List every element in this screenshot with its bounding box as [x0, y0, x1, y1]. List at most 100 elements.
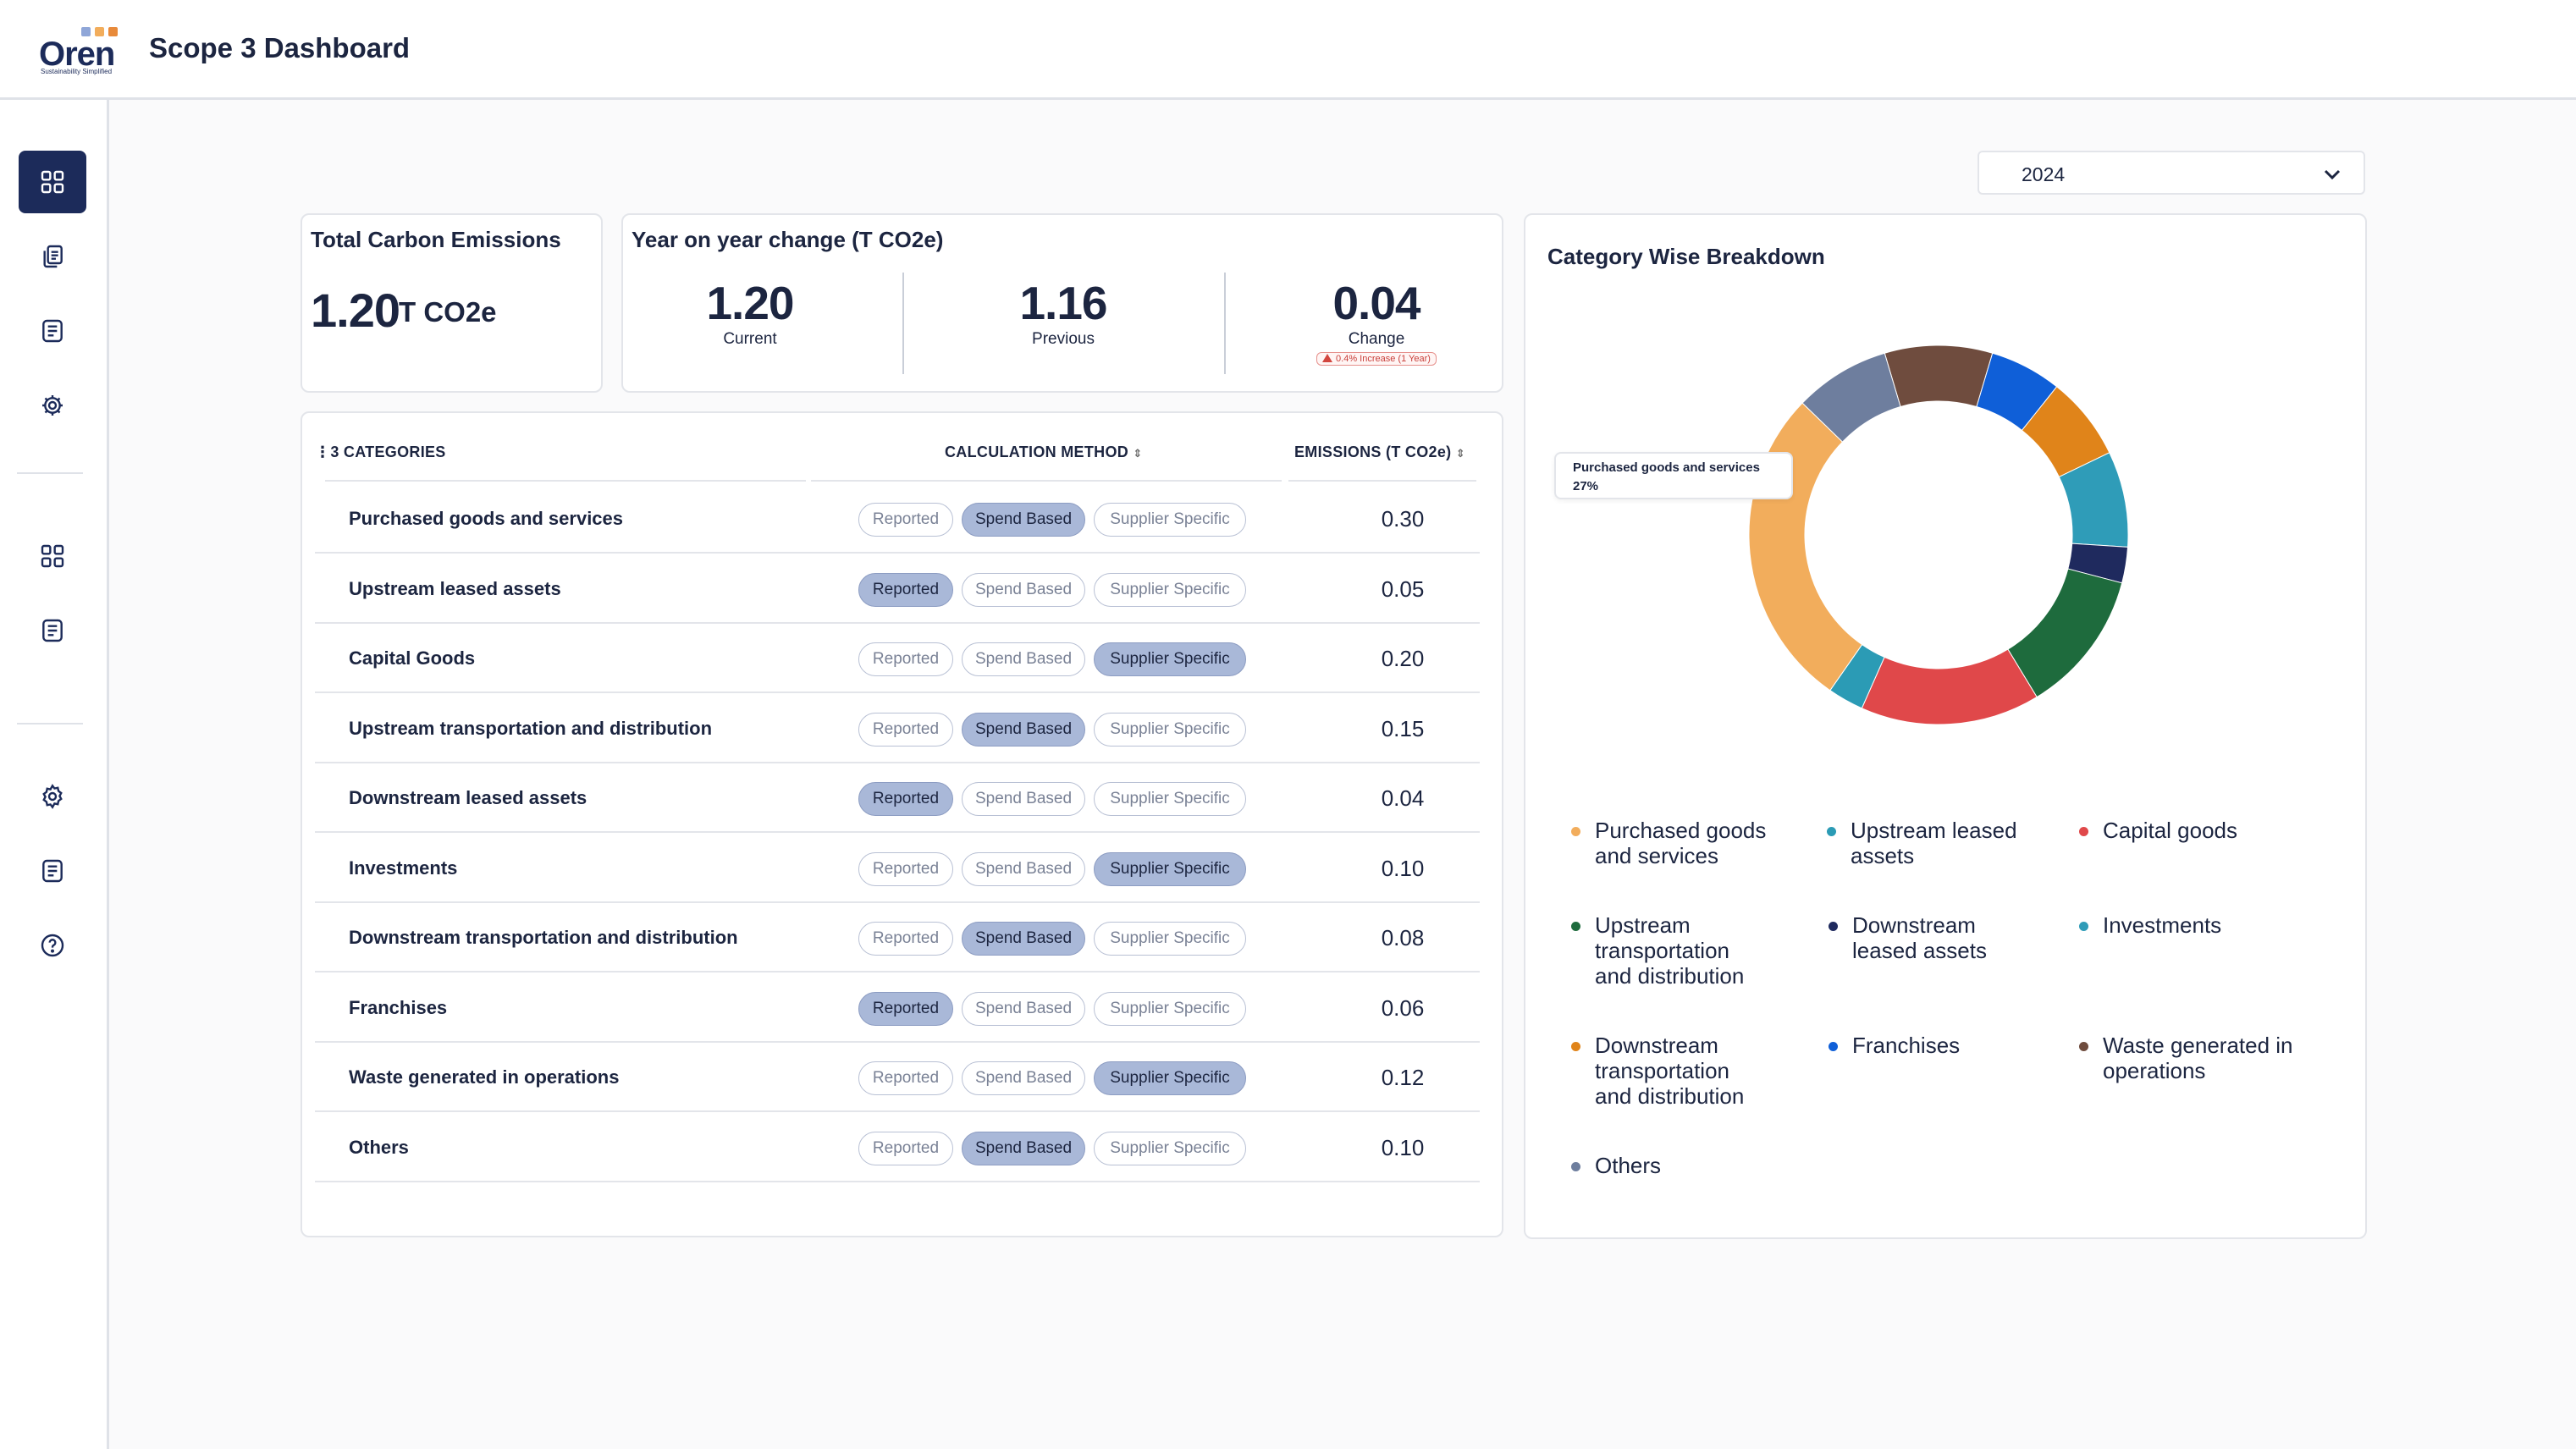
yoy-divider	[902, 273, 904, 374]
donut-slice-waste-generated-in-operations[interactable]	[1884, 344, 1994, 408]
method-pill-supplier-specific[interactable]: Supplier Specific	[1094, 503, 1246, 537]
col-header-emissions[interactable]: EMISSIONS (T CO2e) ⇕	[1294, 444, 1465, 461]
dashboard-grid-icon	[41, 170, 64, 194]
header-underline	[325, 480, 806, 482]
legend-dot	[2079, 1042, 2088, 1051]
brain-gear-icon	[42, 395, 63, 416]
tooltip-label: Purchased goods and services	[1573, 460, 1760, 475]
emissions-value: 0.15	[1381, 715, 1425, 741]
method-pill-spend-based[interactable]: Spend Based	[962, 851, 1085, 886]
logo-dots	[81, 25, 122, 41]
table-row[interactable]: Purchased goods and services Reported Spen…	[315, 484, 1480, 554]
method-pill-reported[interactable]: Reported	[858, 851, 953, 886]
nav-dashboard[interactable]	[19, 151, 86, 213]
donut-slice-others[interactable]	[1801, 352, 1901, 443]
report-list-icon	[42, 859, 63, 883]
yoy-divider	[1224, 273, 1226, 374]
table-row[interactable]: Franchises Reported Spend Based Supplier Sp…	[315, 973, 1480, 1043]
sidebar-divider	[17, 472, 83, 474]
method-pill-spend-based[interactable]: Spend Based	[962, 712, 1085, 747]
year-dropdown[interactable]: 2024	[1978, 151, 2365, 195]
method-pill-reported[interactable]: Reported	[858, 1061, 953, 1095]
yoy-change-card: Year on year change (T CO2e) 1.20 Curren…	[621, 213, 1503, 393]
chart-tooltip: Purchased goods and services 27%	[1554, 452, 1793, 499]
table-row[interactable]: Waste generated in operations Reported Spe…	[315, 1043, 1480, 1112]
method-pill-supplier-specific[interactable]: Supplier Specific	[1094, 922, 1246, 956]
table-row[interactable]: Downstream leased assets Reported Spend Ba…	[315, 763, 1480, 833]
method-pill-spend-based[interactable]: Spend Based	[962, 782, 1085, 816]
method-pill-supplier-specific[interactable]: Supplier Specific	[1094, 991, 1246, 1026]
method-pill-reported[interactable]: Reported	[858, 503, 953, 537]
nav-documents[interactable]	[19, 225, 86, 288]
emissions-value: 0.04	[1381, 785, 1425, 811]
table-row[interactable]: Investments Reported Spend Based Supplier S…	[315, 834, 1480, 903]
method-pill-reported[interactable]: Reported	[858, 1131, 953, 1165]
method-pill-spend-based[interactable]: Spend Based	[962, 572, 1085, 607]
method-pill-spend-based[interactable]: Spend Based	[962, 991, 1085, 1026]
yoy-current-value: 1.20	[706, 277, 794, 329]
legend-dot	[1829, 922, 1838, 931]
legend-label: Downstream transportation and distributi…	[1595, 1033, 1745, 1109]
col-header-method-label: CALCULATION METHOD	[945, 444, 1129, 460]
legend-dot	[1829, 1042, 1838, 1051]
dashboard-grid-icon	[41, 544, 64, 568]
method-pill-supplier-specific[interactable]: Supplier Specific	[1094, 782, 1246, 816]
method-pill-supplier-specific[interactable]: Supplier Specific	[1094, 642, 1246, 676]
nav-logs[interactable]	[19, 840, 86, 902]
help-question-icon	[41, 934, 64, 957]
legend-label: Others	[1595, 1153, 1662, 1178]
total-emissions-title: Total Carbon Emissions	[311, 227, 561, 252]
yoy-change: 0.04 Change 0.4% Increase (1 Year)	[1249, 278, 1503, 366]
method-pill-reported[interactable]: Reported	[858, 712, 953, 747]
nav-modules[interactable]	[19, 525, 86, 587]
method-pill-supplier-specific[interactable]: Supplier Specific	[1094, 572, 1246, 607]
method-pill-spend-based[interactable]: Spend Based	[962, 642, 1085, 676]
method-pill-reported[interactable]: Reported	[858, 642, 953, 676]
method-pill-supplier-specific[interactable]: Supplier Specific	[1094, 712, 1246, 747]
oren-logo[interactable]: Oren Sustainability Simplified	[39, 24, 124, 80]
legend-label: Downstream leased assets	[1852, 912, 1987, 963]
category-name: Capital Goods	[349, 647, 476, 669]
col-header-categories[interactable]: ⋮3 CATEGORIES	[315, 444, 446, 461]
yoy-change-label: Change	[1348, 330, 1405, 348]
method-pill-supplier-specific[interactable]: Supplier Specific	[1094, 1131, 1246, 1165]
method-pill-spend-based[interactable]: Spend Based	[962, 503, 1085, 537]
change-badge: 0.4% Increase (1 Year)	[1316, 352, 1437, 366]
total-emissions-card: Total Carbon Emissions 1.20 T CO2e	[301, 213, 603, 393]
nav-insights[interactable]	[19, 374, 86, 437]
category-name: Upstream leased assets	[349, 577, 561, 599]
table-row[interactable]: Upstream leased assets Reported Spend Base…	[315, 554, 1480, 624]
legend-dot	[2079, 827, 2088, 836]
method-pill-supplier-specific[interactable]: Supplier Specific	[1094, 1061, 1246, 1095]
method-pill-reported[interactable]: Reported	[858, 782, 953, 816]
nav-records[interactable]	[19, 599, 86, 662]
method-pill-spend-based[interactable]: Spend Based	[962, 922, 1085, 956]
chevron-down-icon	[2324, 169, 2341, 180]
donut-slice-purchased-goods-and-services[interactable]	[1748, 402, 1863, 691]
method-pill-reported[interactable]: Reported	[858, 991, 953, 1026]
table-row[interactable]: Downstream transportation and distributi…	[315, 903, 1480, 972]
method-pill-supplier-specific[interactable]: Supplier Specific	[1094, 851, 1246, 886]
copy-documents-icon	[43, 245, 63, 268]
col-header-method[interactable]: CALCULATION METHOD ⇕	[945, 444, 1143, 461]
method-pill-spend-based[interactable]: Spend Based	[962, 1061, 1085, 1095]
nav-reports[interactable]	[19, 300, 86, 362]
tooltip-value: 27%	[1573, 479, 1599, 493]
header-underline	[811, 480, 1282, 482]
nav-help[interactable]	[19, 914, 86, 977]
legend-label: Franchises	[1852, 1033, 1961, 1058]
method-pill-reported[interactable]: Reported	[858, 922, 953, 956]
category-name: Upstream transportation and distribution	[349, 717, 713, 739]
donut-chart[interactable]	[1744, 340, 2133, 730]
legend-label: Upstream leased assets	[1851, 818, 2017, 868]
table-row[interactable]: Others Reported Spend Based Supplier Specif…	[315, 1113, 1480, 1182]
donut-slice-capital-goods[interactable]	[1861, 648, 2038, 725]
table-row[interactable]: Capital Goods Reported Spend Based Supplier…	[315, 624, 1480, 693]
legend-dot	[1571, 1042, 1580, 1051]
method-pill-reported[interactable]: Reported	[858, 572, 953, 607]
nav-settings[interactable]	[19, 765, 86, 828]
method-pill-spend-based[interactable]: Spend Based	[962, 1131, 1085, 1165]
table-row[interactable]: Upstream transportation and distribution…	[315, 694, 1480, 763]
legend-label: Capital goods	[2103, 818, 2237, 843]
report-list-icon	[42, 619, 63, 642]
